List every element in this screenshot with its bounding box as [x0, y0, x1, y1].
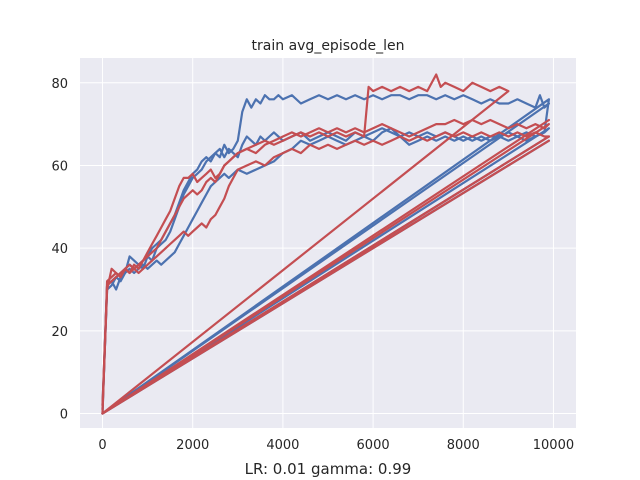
y-tick-label: 0: [60, 408, 68, 423]
y-tick-label: 80: [51, 77, 68, 92]
x-tick-label: 4000: [266, 438, 299, 453]
series-line: [101, 118, 551, 415]
grid-lines: [80, 58, 576, 428]
x-axis-label: LR: 0.01 gamma: 0.99: [245, 460, 412, 478]
x-tick-label: 10000: [533, 438, 574, 453]
y-tick-label: 20: [51, 325, 68, 340]
x-tick-label: 8000: [447, 438, 480, 453]
chart-title: train avg_episode_len: [252, 38, 405, 54]
x-tick-label: 2000: [176, 438, 209, 453]
y-tick-label: 60: [51, 159, 68, 174]
x-tick-label: 0: [98, 438, 106, 453]
series-line: [101, 73, 551, 415]
series-line: [101, 98, 551, 415]
series-lines: [101, 73, 551, 415]
series-line: [101, 131, 551, 415]
x-tick-label: 6000: [357, 438, 390, 453]
y-tick-label: 40: [51, 242, 68, 257]
tick-labels: 0 2000 4000 6000 8000 10000 0 20 40 60 80: [51, 77, 574, 453]
